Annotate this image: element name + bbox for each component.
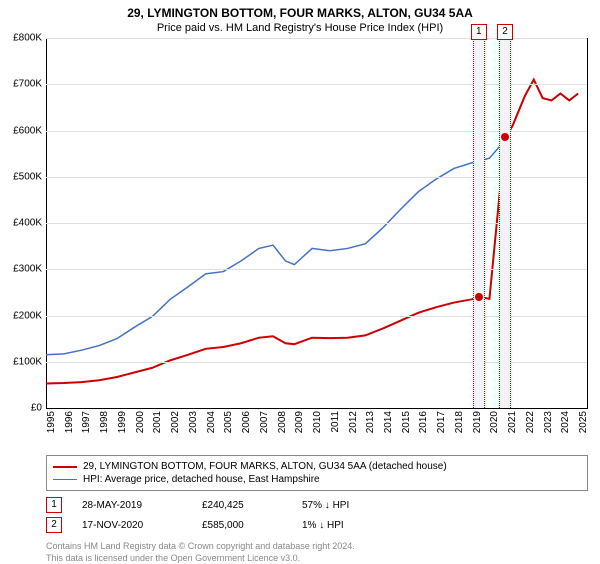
- x-tick-label: 2017: [436, 411, 447, 433]
- x-tick-label: 2013: [365, 411, 376, 433]
- x-tick-label: 2001: [152, 411, 163, 433]
- sale-price: £585,000: [202, 520, 282, 531]
- x-tick-label: 2025: [578, 411, 589, 433]
- x-tick-label: 1999: [117, 411, 128, 433]
- x-tick-label: 2012: [348, 411, 359, 433]
- x-tick-label: 1995: [46, 411, 57, 433]
- x-tick-label: 2018: [454, 411, 465, 433]
- x-tick-label: 2019: [472, 411, 483, 433]
- y-tick-label: £700K: [0, 79, 42, 90]
- sale-badge: 1: [46, 497, 62, 513]
- x-tick-label: 2009: [294, 411, 305, 433]
- x-tick-label: 2020: [489, 411, 500, 433]
- footer-line1: Contains HM Land Registry data © Crown c…: [46, 541, 588, 553]
- legend-label-hpi: HPI: Average price, detached house, East…: [83, 474, 320, 485]
- sale-row: 2 17-NOV-2020 £585,000 1% ↓ HPI: [46, 515, 588, 535]
- x-tick-label: 2008: [277, 411, 288, 433]
- y-tick-label: £100K: [0, 356, 42, 367]
- sale-marker-badge: 2: [497, 24, 513, 40]
- legend-swatch-property: [53, 466, 77, 468]
- y-tick-label: £0: [0, 403, 42, 414]
- x-tick-label: 2015: [401, 411, 412, 433]
- sales-table: 1 28-MAY-2019 £240,425 57% ↓ HPI 2 17-NOV-202…: [46, 495, 588, 535]
- y-tick-label: £300K: [0, 264, 42, 275]
- sale-price: £240,425: [202, 500, 282, 511]
- x-tick-label: 2005: [223, 411, 234, 433]
- x-tick-label: 2003: [188, 411, 199, 433]
- x-tick-label: 2024: [560, 411, 571, 433]
- x-tick-label: 2011: [330, 411, 341, 433]
- x-tick-label: 2023: [543, 411, 554, 433]
- legend-item-property: 29, LYMINGTON BOTTOM, FOUR MARKS, ALTON,…: [53, 460, 581, 473]
- x-tick-label: 2006: [241, 411, 252, 433]
- x-tick-label: 2014: [383, 411, 394, 433]
- sale-diff: 1% ↓ HPI: [302, 520, 402, 531]
- sale-marker-badge: 1: [471, 24, 487, 40]
- footer-line2: This data is licensed under the Open Gov…: [46, 553, 588, 564]
- y-tick-label: £200K: [0, 310, 42, 321]
- x-tick-label: 1998: [99, 411, 110, 433]
- sale-date: 17-NOV-2020: [82, 520, 182, 531]
- x-tick-label: 2000: [135, 411, 146, 433]
- x-tick-label: 2010: [312, 411, 323, 433]
- sale-diff: 57% ↓ HPI: [302, 500, 402, 511]
- x-tick-label: 2022: [525, 411, 536, 433]
- sale-marker-band: 2: [499, 38, 511, 408]
- x-axis-labels: 1995 1996 1997 1998 1999 2000 2001 2002 2003 2004…: [46, 409, 588, 449]
- legend: 29, LYMINGTON BOTTOM, FOUR MARKS, ALTON,…: [46, 455, 588, 491]
- x-tick-label: 2002: [170, 411, 181, 433]
- sale-marker-band: 1: [473, 38, 485, 408]
- sale-marker-dot: [475, 293, 483, 301]
- legend-swatch-hpi: [53, 479, 77, 481]
- legend-item-hpi: HPI: Average price, detached house, East…: [53, 473, 581, 486]
- sale-badge: 2: [46, 517, 62, 533]
- x-tick-label: 2021: [507, 411, 518, 433]
- y-tick-label: £600K: [0, 125, 42, 136]
- x-tick-label: 1996: [64, 411, 75, 433]
- x-tick-label: 2016: [418, 411, 429, 433]
- sale-marker-dot: [501, 133, 509, 141]
- y-tick-label: £400K: [0, 218, 42, 229]
- chart-plot-area: £0£100K£200K£300K£400K£500K£600K£700K£80…: [46, 38, 588, 409]
- x-tick-label: 1997: [81, 411, 92, 433]
- sale-date: 28-MAY-2019: [82, 500, 182, 511]
- y-tick-label: £800K: [0, 33, 42, 44]
- y-tick-label: £500K: [0, 171, 42, 182]
- x-tick-label: 2007: [259, 411, 270, 433]
- x-tick-label: 2004: [206, 411, 217, 433]
- legend-label-property: 29, LYMINGTON BOTTOM, FOUR MARKS, ALTON,…: [83, 461, 447, 472]
- chart-title: 29, LYMINGTON BOTTOM, FOUR MARKS, ALTON,…: [0, 0, 600, 20]
- sale-row: 1 28-MAY-2019 £240,425 57% ↓ HPI: [46, 495, 588, 515]
- footer: Contains HM Land Registry data © Crown c…: [46, 541, 588, 564]
